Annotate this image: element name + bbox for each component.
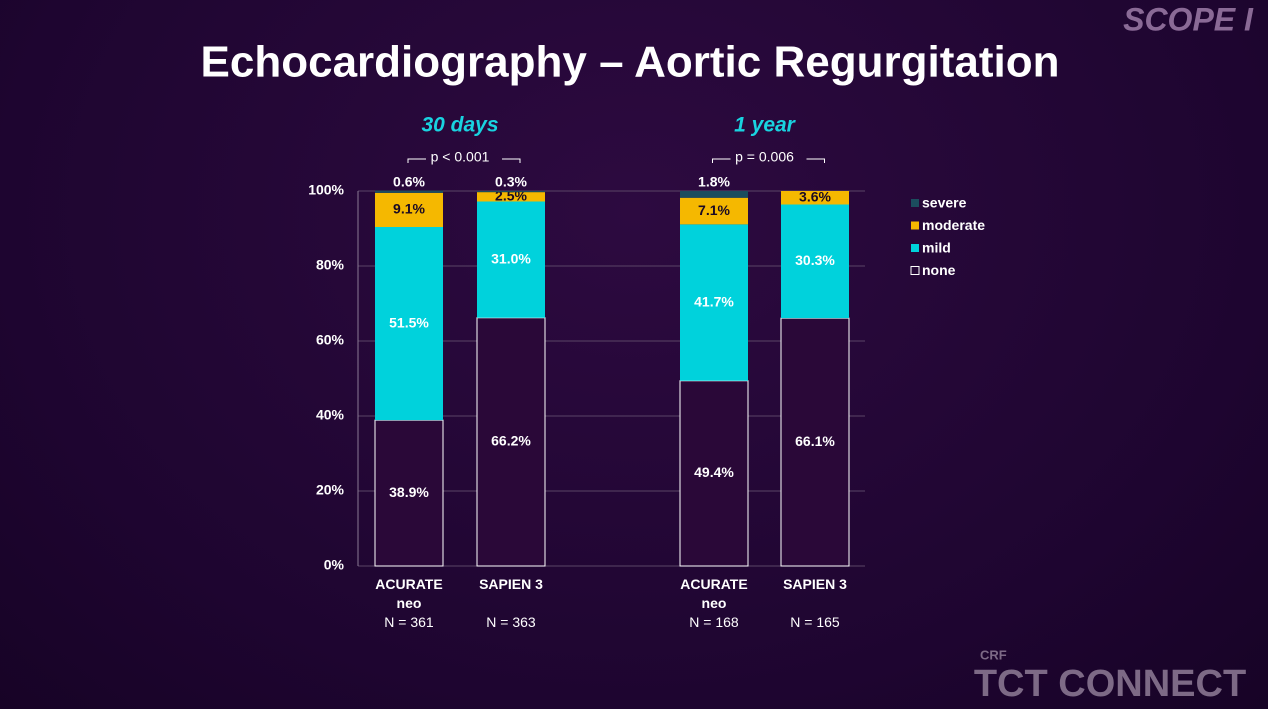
value-label: 31.0% — [491, 250, 531, 266]
legend-label: severe — [922, 195, 967, 211]
value-label: 2.5% — [495, 188, 527, 204]
bar-segment — [477, 191, 545, 193]
bar-segment — [477, 201, 545, 318]
n-label: N = 363 — [486, 614, 536, 630]
bar-segment — [477, 192, 545, 202]
legend-swatch — [910, 266, 920, 275]
legend-label: mild — [922, 240, 951, 256]
bar-segment — [375, 190, 443, 193]
footer-logo: TCT CONNECT — [974, 663, 1246, 705]
x-tick-label: ACURATE neo — [680, 576, 748, 611]
bar-segment — [375, 227, 443, 421]
bar-segment — [781, 191, 849, 205]
y-tick-label: 60% — [316, 332, 345, 348]
p-value: p < 0.001 — [431, 149, 490, 165]
value-label: 7.1% — [698, 202, 730, 218]
value-label: 49.4% — [694, 464, 734, 480]
bar-segment — [375, 192, 443, 227]
value-label: 30.3% — [795, 252, 835, 268]
group-label: 30 days — [421, 114, 498, 137]
legend-swatch — [911, 244, 919, 252]
n-label: N = 168 — [689, 614, 739, 630]
y-tick-label: 80% — [316, 257, 345, 273]
x-tick-label: SAPIEN 3 — [783, 576, 847, 592]
group-label: 1 year — [734, 114, 797, 137]
bar-segment — [679, 380, 749, 567]
legend-swatch — [911, 221, 919, 230]
x-tick-label: ACURATE neo — [375, 576, 443, 611]
value-label: 0.3% — [495, 174, 527, 190]
bar-segment — [680, 191, 748, 198]
value-label: 38.9% — [389, 484, 429, 500]
y-tick-label: 0% — [324, 557, 345, 573]
value-label: 3.6% — [799, 188, 831, 204]
value-label: 41.7% — [694, 293, 734, 309]
bar-segment — [781, 204, 849, 319]
value-label: 1.8% — [698, 174, 730, 190]
legend-label: moderate — [922, 217, 985, 233]
bar-segment — [780, 317, 850, 567]
value-label: 51.5% — [389, 314, 429, 330]
bracket — [407, 158, 521, 163]
legend-label: none — [922, 262, 956, 278]
bar-segment — [476, 317, 546, 567]
legend-swatch — [911, 199, 919, 207]
bar-segment — [374, 419, 444, 567]
value-label: 66.2% — [491, 433, 531, 449]
y-tick-label: 20% — [316, 482, 345, 498]
bracket — [712, 158, 825, 163]
x-tick-label: SAPIEN 3 — [479, 576, 543, 592]
footer-small: CRF — [980, 647, 1007, 662]
value-label: 0.6% — [393, 173, 425, 189]
y-tick-label: 100% — [308, 182, 344, 198]
n-label: N = 361 — [384, 614, 434, 630]
value-label: 9.1% — [393, 201, 425, 217]
n-label: N = 165 — [790, 614, 840, 630]
p-value: p = 0.006 — [735, 149, 794, 165]
logo: SCOPE I — [1123, 1, 1254, 37]
y-tick-label: 40% — [316, 407, 345, 423]
value-label: 66.1% — [795, 433, 835, 449]
bar-segment — [680, 197, 748, 225]
title: Echocardiography – Aortic Regurgitation — [201, 38, 1060, 87]
bar-segment — [680, 224, 748, 381]
